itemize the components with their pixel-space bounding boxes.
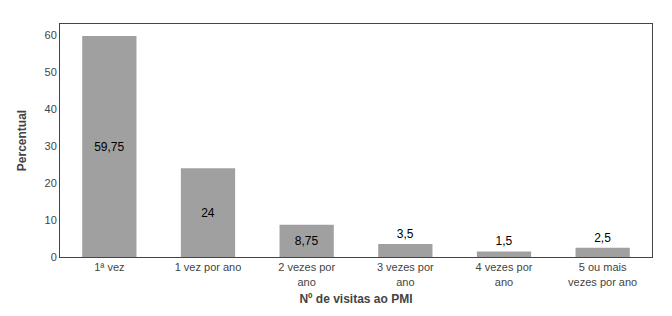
svg-text:20: 20 bbox=[45, 177, 57, 189]
svg-text:50: 50 bbox=[45, 66, 57, 78]
svg-text:Nº de visitas ao PMI: Nº de visitas ao PMI bbox=[299, 292, 412, 306]
svg-text:3,5: 3,5 bbox=[397, 227, 414, 241]
svg-text:24: 24 bbox=[201, 206, 215, 220]
svg-text:30: 30 bbox=[45, 140, 57, 152]
svg-text:60: 60 bbox=[45, 29, 57, 41]
svg-text:4 vezes porano: 4 vezes porano bbox=[476, 261, 533, 287]
svg-text:0: 0 bbox=[51, 251, 57, 263]
svg-text:3 vezes porano: 3 vezes porano bbox=[377, 261, 434, 287]
svg-text:1 vez por ano: 1 vez por ano bbox=[175, 261, 242, 273]
svg-text:1,5: 1,5 bbox=[495, 234, 512, 248]
svg-text:8,75: 8,75 bbox=[295, 234, 319, 248]
svg-text:2,5: 2,5 bbox=[594, 231, 611, 245]
svg-text:1ª vez: 1ª vez bbox=[94, 261, 124, 273]
svg-text:2 vezes porano: 2 vezes porano bbox=[278, 261, 335, 287]
svg-text:10: 10 bbox=[45, 214, 57, 226]
svg-text:5 ou maisvezes por ano: 5 ou maisvezes por ano bbox=[568, 261, 637, 287]
svg-text:Percentual: Percentual bbox=[15, 110, 29, 171]
svg-text:40: 40 bbox=[45, 103, 57, 115]
svg-text:59,75: 59,75 bbox=[94, 140, 124, 154]
